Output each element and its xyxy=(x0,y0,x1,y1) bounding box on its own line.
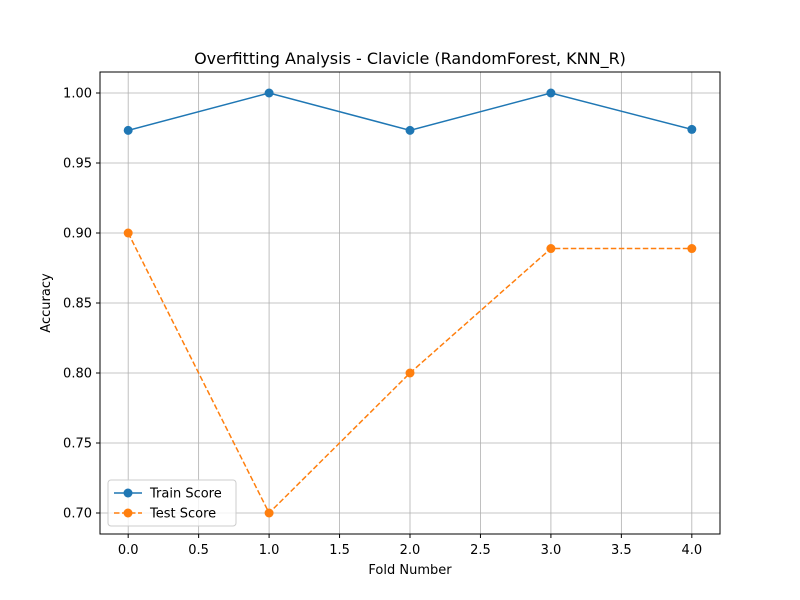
x-tick-label: 0.5 xyxy=(188,543,209,558)
x-tick-label: 4.0 xyxy=(681,543,702,558)
test-score-point xyxy=(264,508,274,518)
ticks: 0.0 0.5 1.0 1.5 2.0 2.5 3.0 3.5 4.0 0.70 0.75 0.80 0… xyxy=(63,87,702,559)
legend-test-score-marker xyxy=(123,508,133,518)
train-score-point xyxy=(123,125,133,135)
test-score-point xyxy=(405,368,415,378)
y-tick-label: 0.70 xyxy=(63,507,92,522)
legend-box xyxy=(107,479,237,527)
y-tick-label: 0.90 xyxy=(63,227,92,242)
train-score-point xyxy=(405,125,415,135)
y-tick-label: 0.85 xyxy=(63,297,92,312)
x-tick-label: 2.5 xyxy=(470,543,491,558)
train-score-point xyxy=(546,88,556,98)
x-tick-label: 3.5 xyxy=(611,543,632,558)
x-tick-label: 1.5 xyxy=(329,543,350,558)
y-tick-label: 0.80 xyxy=(63,367,92,382)
x-axis-label: Fold Number xyxy=(368,563,452,578)
legend-test-score-label: Test Score xyxy=(149,507,216,522)
x-tick-label: 2.0 xyxy=(400,543,421,558)
legend: Train Score Test Score xyxy=(107,479,237,527)
legend-train-score-marker xyxy=(123,488,133,498)
x-tick-label: 0.0 xyxy=(118,543,139,558)
y-tick-label: 1.00 xyxy=(63,87,92,102)
train-score-point xyxy=(264,88,274,98)
train-score-point xyxy=(687,124,697,134)
x-tick-label: 1.0 xyxy=(259,543,280,558)
test-score-point xyxy=(546,244,556,254)
y-tick-label: 0.95 xyxy=(63,157,92,172)
legend-train-score-label: Train Score xyxy=(149,487,222,502)
test-score-point xyxy=(687,244,697,254)
y-axis-label: Accuracy xyxy=(39,273,54,333)
x-tick-label: 3.0 xyxy=(541,543,562,558)
y-tick-label: 0.75 xyxy=(63,437,92,452)
chart-title: Overfitting Analysis - Clavicle (RandomF… xyxy=(194,49,626,69)
series-layer xyxy=(123,88,697,518)
test-score-point xyxy=(123,228,133,238)
grid xyxy=(100,72,720,534)
